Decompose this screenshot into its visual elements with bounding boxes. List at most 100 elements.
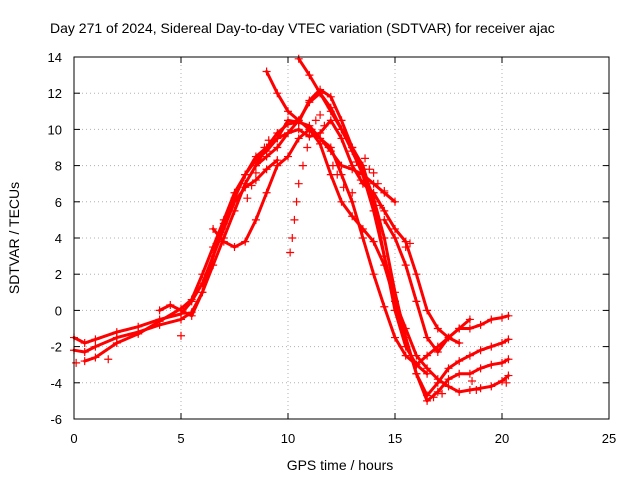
grid-lines — [74, 57, 609, 419]
data-point — [134, 329, 143, 338]
data-point — [80, 357, 89, 366]
data-point — [241, 170, 250, 179]
scatter-point — [72, 358, 81, 367]
data-point — [262, 165, 271, 174]
data-point — [219, 237, 228, 246]
scatter-point — [320, 121, 329, 130]
data-point — [504, 335, 513, 344]
y-axis-label: SDTVAR / TECUs — [6, 182, 22, 294]
data-point — [465, 315, 474, 324]
data-point — [476, 364, 485, 373]
x-tick-label: 15 — [388, 431, 402, 446]
data-point — [504, 355, 513, 364]
scatter-point — [294, 179, 303, 188]
data-point — [251, 176, 260, 185]
data-point — [305, 96, 314, 105]
data-point — [284, 119, 292, 128]
data-point — [423, 364, 432, 373]
data-point — [198, 288, 207, 297]
data-point — [316, 89, 325, 98]
data-point — [198, 270, 207, 279]
scatter-point — [286, 248, 295, 257]
data-point — [155, 317, 164, 326]
data-point — [487, 342, 496, 351]
data-point — [433, 375, 442, 384]
data-point — [412, 360, 421, 369]
data-point — [412, 270, 421, 279]
scatter-point — [292, 197, 301, 206]
scatter-point — [307, 125, 316, 134]
scatter-point — [251, 168, 260, 177]
data-point — [337, 134, 346, 143]
data-point — [348, 161, 357, 170]
data-point — [444, 333, 453, 342]
x-tick-label: 10 — [281, 431, 295, 446]
data-point — [209, 261, 218, 270]
data-point — [294, 116, 303, 125]
scatter-point — [243, 194, 252, 203]
data-point — [337, 116, 346, 125]
data-point — [230, 206, 239, 215]
scatter-point — [104, 355, 113, 364]
scatter-point — [177, 331, 185, 340]
data-point — [380, 206, 389, 215]
x-tick-label: 20 — [495, 431, 509, 446]
scatter-point — [290, 215, 299, 224]
scatter-point — [264, 136, 273, 145]
data-point — [80, 338, 89, 347]
y-tick-label: -6 — [50, 412, 62, 427]
data-point — [498, 338, 506, 347]
data-point — [391, 224, 399, 233]
scatter-point — [356, 176, 365, 185]
data-point — [380, 215, 389, 224]
data-point — [251, 161, 260, 170]
data-point — [369, 237, 378, 246]
data-point — [433, 348, 442, 357]
data-point — [337, 161, 346, 170]
data-point — [391, 333, 399, 342]
data-point — [326, 107, 335, 116]
data-point — [187, 295, 196, 304]
scatter-point — [256, 156, 265, 165]
y-tick-label: 4 — [55, 231, 62, 246]
data-point — [294, 54, 303, 63]
data-point — [358, 161, 367, 170]
data-point — [294, 134, 303, 143]
data-point — [476, 384, 485, 393]
data-point — [209, 224, 218, 233]
x-axis-label: GPS time / hours — [287, 457, 394, 473]
data-point — [209, 252, 218, 261]
data-point — [230, 197, 239, 206]
series-track-2 — [72, 91, 510, 397]
data-point — [391, 288, 399, 297]
data-point — [391, 297, 399, 306]
data-point — [487, 382, 496, 391]
scatter-point — [361, 154, 370, 163]
data-point — [391, 197, 399, 206]
data-point — [219, 224, 228, 233]
data-point — [198, 279, 207, 288]
data-point — [305, 132, 314, 141]
axis-ticks — [73, 56, 610, 420]
scatter-point — [348, 188, 357, 197]
x-tick-label: 25 — [602, 431, 616, 446]
data-point — [380, 252, 389, 261]
scatter-point — [311, 116, 320, 125]
y-tick-label: 14 — [48, 50, 62, 65]
data-point — [262, 188, 271, 197]
data-point — [401, 261, 410, 270]
y-tick-label: 0 — [55, 303, 62, 318]
data-point — [423, 306, 432, 315]
data-point — [91, 342, 100, 351]
data-point — [412, 297, 421, 306]
data-point — [112, 338, 121, 347]
data-point — [91, 353, 100, 362]
data-point — [358, 224, 367, 233]
scatter-point — [247, 181, 256, 190]
x-tick-label: 0 — [70, 431, 77, 446]
data-point — [476, 320, 485, 329]
data-point — [455, 324, 464, 333]
data-point — [177, 306, 185, 315]
data-point — [498, 313, 506, 322]
data-point — [476, 346, 485, 355]
